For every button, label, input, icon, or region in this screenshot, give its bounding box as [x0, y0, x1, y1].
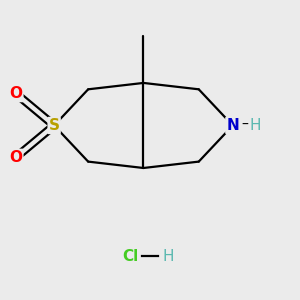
Text: N: N: [226, 118, 239, 133]
Text: H: H: [250, 118, 261, 133]
Text: O: O: [9, 86, 22, 101]
Text: H: H: [162, 249, 174, 264]
Text: Cl: Cl: [122, 249, 139, 264]
Text: S: S: [49, 118, 60, 133]
Text: –: –: [241, 118, 248, 132]
Text: O: O: [9, 150, 22, 165]
